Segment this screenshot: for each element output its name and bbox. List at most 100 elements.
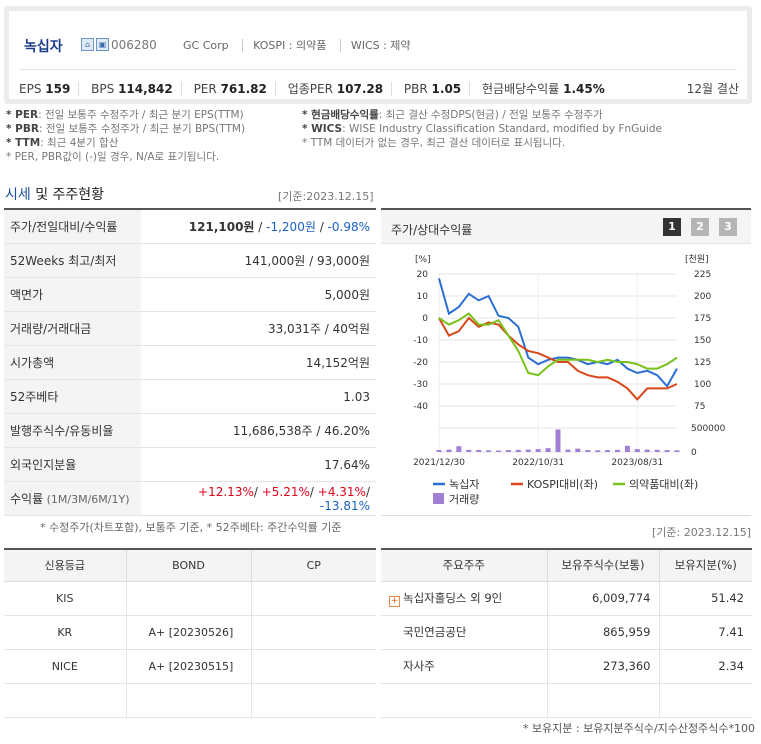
holder-name-cell: + 녹십자홀딩스 외 9인 — [381, 581, 547, 616]
eng-name: GC Corp — [183, 39, 229, 52]
table-row: 외국인지분율 17.64% — [4, 447, 376, 483]
volume-bar — [634, 449, 640, 452]
price-footnote: * 수정주가(차트포함), 보통주 기준, * 52주베타: 주간수익률 기준 — [40, 521, 342, 534]
home-icon[interactable]: ⌂ — [81, 38, 94, 51]
row-value: 141,000원 / 93,000원 — [141, 243, 376, 278]
table-row — [4, 683, 376, 718]
right-tick-label: 100 — [694, 380, 711, 390]
table-row: 52주베타 1.03 — [4, 379, 376, 415]
cell: KR — [4, 615, 126, 650]
expand-plus-icon[interactable]: + — [389, 595, 400, 607]
period-button-3[interactable]: 3 — [719, 218, 737, 236]
settlement: 12월 결산 — [686, 82, 739, 96]
cell: A+ [20230515] — [125, 649, 251, 684]
col-header: 주요주주 — [381, 549, 547, 582]
table-row: 시가총액 14,152억원 — [4, 345, 376, 380]
holder-name[interactable]: 녹십자홀딩스 외 9인 — [403, 590, 503, 605]
volume-bar — [674, 450, 680, 452]
section-title: 시세 및 주주현황 — [5, 187, 105, 203]
volume-bar — [535, 449, 541, 452]
chart-panel: 주가/상대수익률 1 2 3 [%] [천원] 20 10 0 -10 -20 -30 -40 2… — [381, 208, 751, 516]
table-row: 자사주 273,360 2.34 — [381, 649, 752, 684]
row-value: 1.03 — [141, 379, 376, 415]
row-value: 11,686,538주 / 46.20% — [141, 413, 376, 449]
cell — [381, 683, 547, 718]
note: * PBR: 전일 보통주 수정주가 / 최근 분기 BPS(TTM) — [6, 123, 246, 135]
price-table: 주가/전일대비/수익률 121,100원 / -1,200원 / -0.98% … — [4, 208, 376, 517]
table-row: 수익률 (1M/3M/6M/1Y) +12.13%/ +5.21%/ +4.31… — [4, 481, 376, 517]
metric-pbr: PBR 1.05 — [403, 82, 471, 96]
row-value: +12.13%/ +5.21%/ +4.31%/ -13.81% — [141, 481, 376, 517]
metric-per: PER 761.82 — [193, 82, 276, 96]
cell: 2.34 — [658, 649, 752, 684]
cell — [658, 683, 752, 718]
row-value: 33,031주 / 40억원 — [141, 311, 376, 346]
row-label: 시가총액 — [4, 345, 141, 380]
right-axis-label: [천원] — [685, 254, 709, 265]
cell — [4, 683, 126, 718]
legend-label: 의약품대비(좌) — [629, 477, 698, 491]
cell — [250, 581, 376, 616]
period-button-2[interactable]: 2 — [691, 218, 709, 236]
metric-eps: EPS 159 — [19, 82, 80, 96]
legend-label: 녹십자 — [449, 478, 479, 491]
left-tick-label: -10 — [413, 336, 428, 346]
metrics-row: EPS 159 BPS 114,842 PER 761.82 업종PER 107… — [19, 80, 621, 97]
table-row: 주가/전일대비/수익률 121,100원 / -1,200원 / -0.98% — [4, 209, 376, 244]
volume-bar — [624, 445, 630, 452]
left-axis-label: [%] — [415, 255, 431, 265]
row-label: 거래량/거래대금 — [4, 311, 141, 346]
volume-tick-label: 500000 — [691, 424, 726, 434]
row-value: 5,000원 — [141, 277, 376, 312]
legend-swatch — [433, 493, 444, 504]
table-row: 거래량/거래대금 33,031주 / 40억원 — [4, 311, 376, 346]
base-date: [기준:2023.12.15] — [278, 190, 374, 203]
volume-bar — [565, 449, 571, 452]
note: * PER, PBR값이 (-)일 경우, N/A로 표기됩니다. — [6, 151, 220, 163]
series-line-3 — [438, 312, 678, 377]
cell: 7.41 — [658, 615, 752, 650]
company-tags: GC Corp KOSPI : 의약품 WICS : 제약 — [173, 37, 421, 53]
holder-name: 국민연금공단 — [381, 615, 547, 650]
note: * TTM: 최근 4분기 합산 — [6, 137, 119, 149]
volume-bar — [585, 450, 591, 452]
holder-footnote: * 보유지분 : 보유지분주식수/지수산정주식수*100 — [522, 722, 755, 735]
left-tick-label: 20 — [417, 270, 429, 280]
note: * WICS: WISE Industry Classification Sta… — [302, 123, 662, 135]
table-row — [381, 683, 752, 718]
volume-bar — [436, 450, 442, 452]
period-button-1[interactable]: 1 — [663, 218, 681, 236]
row-label: 주가/전일대비/수익률 — [4, 209, 141, 244]
cell — [125, 683, 251, 718]
holder-table: 주요주주 보유주식수(보통) 보유지분(%) + 녹십자홀딩스 외 9인 6,00… — [381, 548, 752, 718]
report-icon[interactable]: ▣ — [96, 38, 109, 51]
metric-dividend-yield: 현금배당수익률 1.45% — [481, 82, 605, 96]
left-tick-label: -40 — [413, 402, 428, 412]
right-tick-label: 200 — [694, 292, 711, 302]
left-tick-label: 10 — [417, 292, 429, 302]
row-label: 52Weeks 최고/최저 — [4, 243, 141, 278]
company-name[interactable]: 녹십자 — [24, 39, 63, 55]
volume-bar — [525, 449, 531, 452]
cell — [250, 683, 376, 718]
chart-title: 주가/상대수익률 — [391, 223, 473, 237]
volume-bar — [555, 429, 561, 452]
series-line-1 — [438, 278, 678, 388]
divider — [19, 69, 737, 70]
volume-bar — [476, 450, 482, 452]
row-label: 액면가 — [4, 277, 141, 312]
x-tick-label: 2021/12/30 — [413, 458, 465, 468]
metric-bps: BPS 114,842 — [91, 82, 182, 96]
cell: A+ [20230526] — [125, 615, 251, 650]
right-tick-label: 75 — [694, 402, 705, 412]
volume-bar — [575, 448, 581, 452]
chart-header: 주가/상대수익률 1 2 3 — [381, 210, 751, 244]
left-tick-label: -20 — [413, 358, 428, 368]
x-tick-label: 2023/08/31 — [611, 458, 663, 468]
cell: NICE — [4, 649, 126, 684]
wics-tag: WICS : 제약 — [339, 39, 421, 52]
col-header: 보유주식수(보통) — [546, 549, 659, 582]
volume-bar — [446, 449, 452, 452]
stock-code: 006280 — [111, 38, 157, 52]
table-row: 국민연금공단 865,959 7.41 — [381, 615, 752, 650]
